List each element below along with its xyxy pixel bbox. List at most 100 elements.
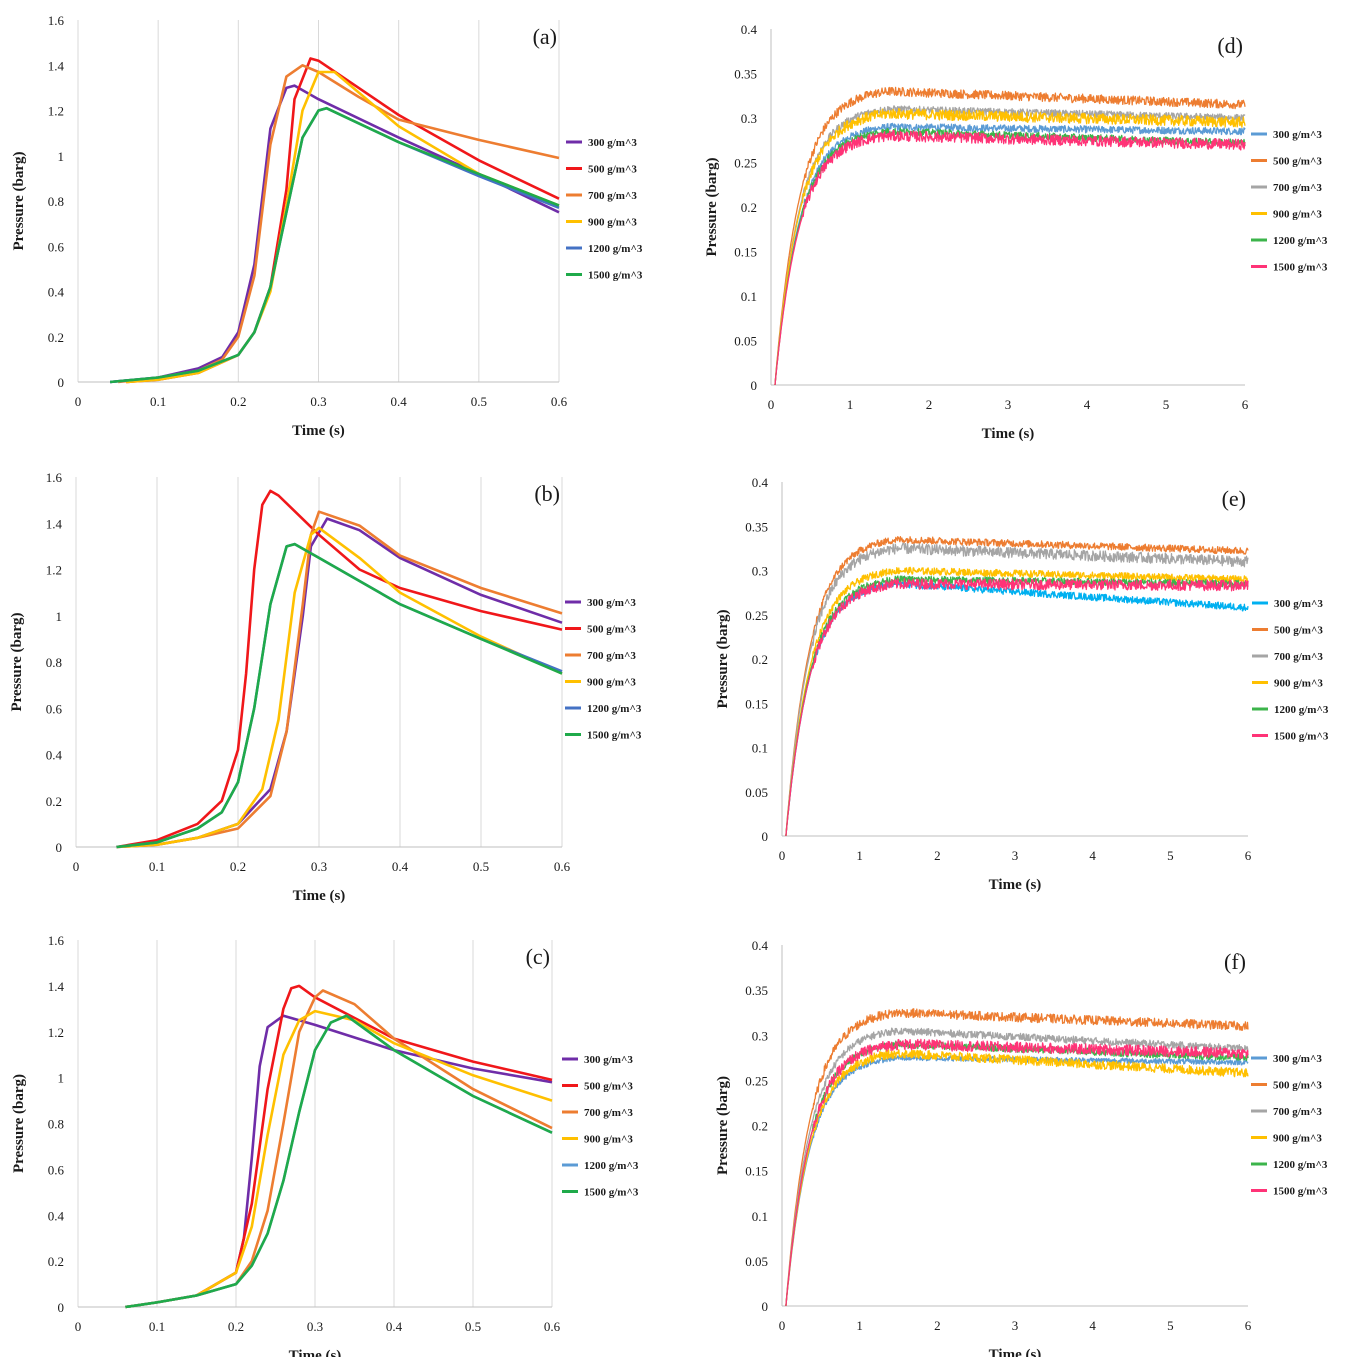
y-axis-title: Pressure (barg): [9, 612, 25, 711]
legend-label: 700 g/m^3: [584, 1107, 633, 1119]
x-tick-label: 0.5: [471, 394, 487, 409]
x-tick-label: 0.1: [149, 1319, 165, 1334]
legend-label: 500 g/m^3: [587, 624, 636, 636]
y-tick-label: 0.3: [752, 564, 768, 579]
x-tick-label: 3: [1005, 397, 1012, 412]
y-tick-label: 0.2: [741, 200, 757, 215]
y-tick-label: 0.1: [752, 1209, 768, 1224]
series-line: [125, 1014, 553, 1309]
series-line: [785, 1038, 1249, 1307]
chart-panel-e: 0 1 2 3 4 5 6 0 0.05 0.1 0.15 0.2 0.25 0.3 0.35 0.4 Time…: [715, 475, 1329, 893]
legend-label: 700 g/m^3: [588, 190, 637, 202]
y-tick-label: 0.25: [745, 1073, 768, 1088]
x-tick-label: 2: [926, 397, 933, 412]
y-axis-title: Pressure (barg): [11, 1074, 27, 1173]
series-line: [126, 70, 560, 384]
legend-label: 1200 g/m^3: [1273, 1159, 1328, 1171]
y-tick-label: 0.15: [734, 245, 757, 260]
x-tick-label: 2: [934, 1318, 941, 1333]
chart-panel-a: 0 0.1 0.2 0.3 0.4 0.5 0.6 0 0.2 0.4 0.6 0.8 1 1.2 1.4 1…: [11, 13, 643, 439]
legend-label: 1500 g/m^3: [1274, 731, 1329, 743]
x-tick-label: 5: [1167, 1318, 1174, 1333]
legend-label: 500 g/m^3: [1273, 1080, 1322, 1092]
x-tick-label: 5: [1167, 848, 1174, 863]
series-line: [125, 1014, 553, 1309]
x-tick-label: 0.4: [386, 1319, 403, 1334]
x-tick-label: 4: [1089, 1318, 1096, 1333]
y-tick-label: 1.2: [46, 563, 62, 578]
y-tick-label: 1: [58, 1071, 65, 1086]
y-tick-label: 0.6: [48, 1162, 65, 1177]
series-line: [125, 1009, 553, 1309]
legend-label: 1500 g/m^3: [584, 1187, 639, 1199]
y-tick-label: 0.1: [752, 741, 768, 756]
y-tick-label: 0.2: [48, 1254, 64, 1269]
x-tick-label: 1: [856, 848, 863, 863]
legend-label: 900 g/m^3: [1273, 209, 1322, 221]
x-tick-label: 0: [73, 859, 80, 874]
series-line: [116, 526, 563, 849]
y-tick-label: 0: [762, 829, 769, 844]
x-axis-title: Time (s): [989, 877, 1042, 893]
legend-label: 300 g/m^3: [1274, 598, 1323, 610]
legend-label: 300 g/m^3: [1273, 1053, 1322, 1065]
y-tick-label: 0.25: [745, 608, 768, 623]
y-tick-label: 0.6: [48, 239, 65, 254]
chart-panel-c: 0 0.1 0.2 0.3 0.4 0.5 0.6 0 0.2 0.4 0.6 0.8 1 1.2 1.4 1…: [11, 933, 639, 1357]
x-tick-label: 0.5: [465, 1319, 481, 1334]
series-line: [125, 1014, 553, 1309]
y-tick-label: 0.25: [734, 156, 757, 171]
chart-panel-f: 0 1 2 3 4 5 6 0 0.05 0.1 0.15 0.2 0.25 0.3 0.35 0.4 Time…: [715, 938, 1328, 1357]
y-tick-label: 1.2: [48, 1025, 64, 1040]
y-tick-label: 0.8: [48, 194, 64, 209]
panel-label: (b): [534, 481, 560, 506]
legend-label: 900 g/m^3: [588, 217, 637, 229]
series-line: [116, 510, 563, 849]
y-tick-label: 1.4: [48, 979, 65, 994]
y-tick-label: 0.6: [46, 701, 63, 716]
legend-label: 1500 g/m^3: [588, 270, 643, 282]
y-tick-label: 0: [56, 840, 63, 855]
x-tick-label: 0: [75, 394, 82, 409]
series-line: [785, 577, 1249, 837]
series-line: [785, 535, 1249, 837]
legend-label: 500 g/m^3: [1273, 156, 1322, 168]
series-line: [785, 1040, 1249, 1307]
y-tick-label: 0.15: [745, 1164, 768, 1179]
y-tick-label: 0.05: [745, 785, 768, 800]
x-axis-title: Time (s): [982, 426, 1035, 442]
series-line: [109, 84, 560, 384]
series-line: [785, 566, 1249, 837]
panel-label: (a): [533, 24, 557, 49]
series-line: [109, 106, 560, 384]
legend-label: 300 g/m^3: [588, 137, 637, 149]
y-axis-title: Pressure (barg): [715, 609, 731, 708]
y-tick-label: 0.8: [48, 1117, 64, 1132]
y-tick-label: 0.3: [741, 111, 757, 126]
x-tick-label: 3: [1012, 848, 1019, 863]
x-tick-label: 0.5: [473, 859, 489, 874]
x-tick-label: 1: [856, 1318, 863, 1333]
legend-label: 300 g/m^3: [587, 597, 636, 609]
y-axis-title: Pressure (barg): [11, 151, 27, 250]
legend-label: 900 g/m^3: [584, 1134, 633, 1146]
x-tick-label: 0.3: [310, 394, 326, 409]
legend-label: 500 g/m^3: [584, 1081, 633, 1093]
y-tick-label: 0: [58, 1300, 65, 1315]
series-line: [774, 129, 1246, 386]
series-line: [785, 1049, 1249, 1307]
legend-label: 700 g/m^3: [587, 650, 636, 662]
series-line: [109, 106, 560, 384]
legend-label: 1200 g/m^3: [587, 703, 642, 715]
x-tick-label: 0.3: [307, 1319, 323, 1334]
y-tick-label: 0: [751, 378, 758, 393]
y-tick-label: 1.6: [46, 470, 63, 485]
y-tick-label: 0.15: [745, 696, 768, 711]
legend-label: 300 g/m^3: [1273, 129, 1322, 141]
legend-label: 900 g/m^3: [587, 677, 636, 689]
legend-label: 1200 g/m^3: [588, 243, 643, 255]
x-tick-label: 0.2: [230, 859, 246, 874]
panel-label: (d): [1217, 33, 1243, 58]
x-tick-label: 6: [1245, 848, 1252, 863]
